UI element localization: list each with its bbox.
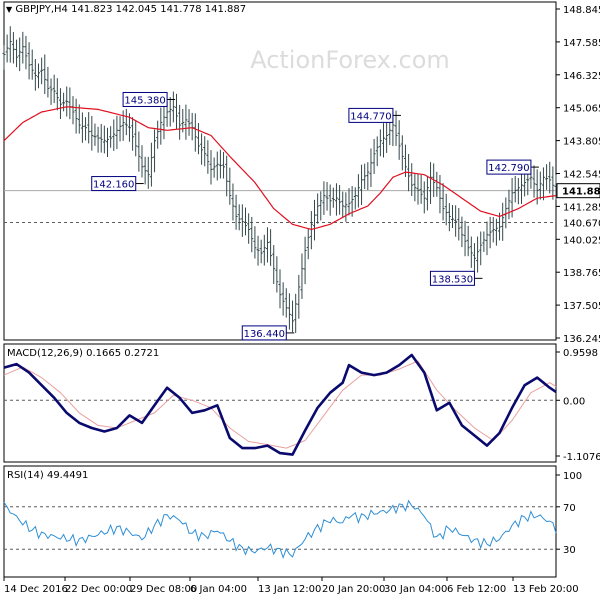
- macd-line: [3, 353, 557, 456]
- x-tick-label: 13 Jan 12:00: [258, 584, 321, 595]
- rsi-y-tick-label: 30: [563, 545, 576, 556]
- annotation-box: [241, 325, 287, 341]
- low-value: 141.778: [160, 4, 202, 15]
- price-y-tick-label: 141.285: [563, 202, 600, 213]
- header-arrow-icon: ▼: [6, 5, 13, 14]
- current-price-box: [556, 183, 600, 199]
- price-annotation: 142.790: [486, 159, 539, 175]
- watermark-text: ActionForex.com: [250, 46, 450, 74]
- support-line-label-bg: [557, 215, 599, 229]
- macd-y-tick-label: -1.1076: [563, 452, 600, 463]
- rsi-y-tick-label: 70: [563, 503, 576, 514]
- x-tick-label: 30 Jan 04:00: [384, 584, 447, 595]
- x-tick-label: 6 Feb 12:00: [447, 584, 506, 595]
- price-y-tick-label: 142.545: [563, 170, 600, 181]
- macd-panel: MACD(12,26,9) 0.1665 0.2721 0.9598 0.00 -1.…: [3, 343, 600, 463]
- chart-header: ▼ GBPJPY,H4 141.823 142.045 141.778 141.…: [6, 4, 246, 15]
- x-tick-label: 22 Dec 00:00: [65, 584, 132, 595]
- price-annotation: 142.160: [91, 176, 144, 192]
- price-annotation: 145.380: [122, 91, 176, 107]
- annotation-box: [486, 159, 532, 175]
- price-y-tick-label: 138.765: [563, 268, 600, 279]
- annotation-box: [348, 107, 394, 123]
- macd-signal-line: [3, 360, 557, 449]
- annotation-label: 142.790: [488, 163, 529, 174]
- support-line-label: 140.670: [563, 218, 600, 229]
- annotation-box: [122, 91, 168, 107]
- rsi-title: RSI(14) 49.4491: [7, 470, 88, 481]
- price-annotation: 144.770: [348, 107, 401, 123]
- annotation-box: [429, 270, 475, 286]
- high-value: 142.045: [115, 4, 158, 15]
- annotation-label: 144.770: [350, 111, 391, 122]
- x-tick-label: 29 Dec 08:00: [130, 584, 197, 595]
- rsi-panel-frame: [3, 465, 557, 578]
- annotation-label: 142.160: [93, 180, 134, 191]
- macd-title: MACD(12,26,9) 0.1665 0.2721: [7, 348, 159, 359]
- macd-y-tick-label: 0.00: [563, 396, 585, 407]
- open-value: 141.823: [71, 4, 113, 15]
- annotation-label: 136.440: [244, 329, 285, 340]
- price-y-tick-label: 143.805: [563, 137, 600, 148]
- x-tick-label: 20 Jan 20:00: [322, 584, 385, 595]
- x-tick-label: 6 Jan 04:00: [190, 584, 247, 595]
- price-panel: 148.845 147.585 146.325 145.065 143.805 142.5…: [2, 1, 600, 345]
- x-tick-label: 14 Dec 2016: [4, 584, 68, 595]
- annotation-label: 145.380: [124, 95, 165, 106]
- price-bars: [2, 26, 558, 334]
- price-y-tick-label: 148.845: [563, 5, 600, 16]
- rsi-y-tick-label: 100: [563, 471, 582, 482]
- moving-average-line: [3, 106, 557, 231]
- rsi-panel: RSI(14) 49.4491 100 70 30: [3, 465, 582, 578]
- price-y-tick-label: 137.505: [563, 301, 600, 312]
- current-price-label: 141.887: [562, 187, 600, 198]
- price-y-tick-label: 140.025: [563, 235, 600, 246]
- macd-y-tick-label: 0.9598: [563, 348, 598, 359]
- watermark: ActionForex.com: [250, 46, 450, 74]
- x-tick-label: 13 Feb 20:00: [513, 584, 579, 595]
- price-y-tick-label: 147.585: [563, 38, 600, 49]
- price-y-tick-label: 146.325: [563, 71, 600, 82]
- symbol-label: GBPJPY,H4: [15, 4, 68, 15]
- annotation-box: [91, 176, 137, 192]
- macd-panel-frame: [3, 343, 557, 463]
- annotation-label: 138.530: [432, 274, 473, 285]
- rsi-line: [3, 499, 557, 559]
- price-y-tick-label: 136.245: [563, 334, 600, 345]
- price-y-tick-label: 145.065: [563, 104, 600, 115]
- price-annotation: 138.530: [429, 270, 483, 286]
- close-value: 141.887: [204, 4, 247, 15]
- price-annotation: 136.440: [241, 325, 295, 341]
